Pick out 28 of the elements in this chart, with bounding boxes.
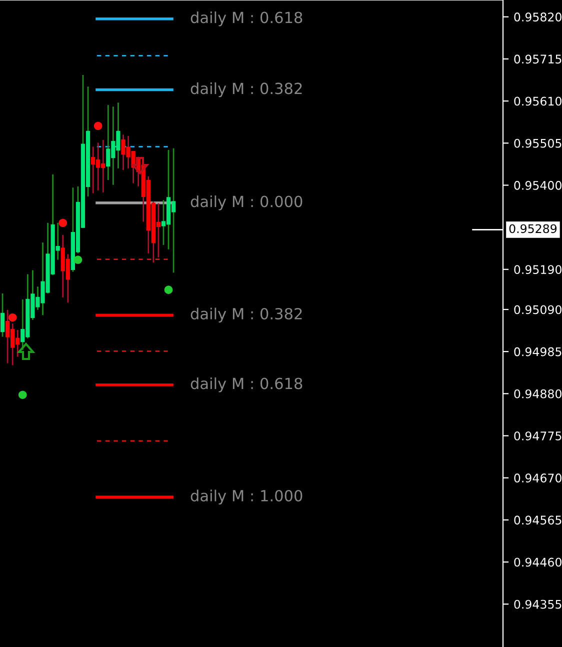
y-tick-label: 0.94985 <box>514 347 562 356</box>
point <box>8 313 17 322</box>
y-tick-label: 0.95715 <box>514 54 562 64</box>
ref-line-label: 0.95289 <box>509 224 557 234</box>
y-tick-label: 0.94565 <box>514 516 562 525</box>
annotation: daily M : 0.618 <box>190 11 302 26</box>
annotation: daily M : 1.000 <box>190 490 302 504</box>
point <box>18 390 27 400</box>
point <box>74 256 82 264</box>
point <box>94 122 102 130</box>
point <box>58 218 68 228</box>
y-tick-label: 0.95190 <box>514 265 562 274</box>
y-tick-label: 0.94355 <box>514 600 562 609</box>
candlestick <box>0 292 5 338</box>
y-tick-label: 0.94460 <box>514 558 562 567</box>
y-tick-label: 0.95610 <box>514 96 562 106</box>
y-tick-label: 0.95090 <box>514 305 562 314</box>
y-tick-label: 0.95505 <box>514 138 562 148</box>
y-tick-label: 0.95820 <box>514 12 562 22</box>
y-tick-label: 0.95400 <box>514 180 562 190</box>
y-tick-label: 0.94670 <box>514 474 562 482</box>
annotation: daily M : 0.382 <box>190 308 302 322</box>
point <box>164 286 173 294</box>
annotation: daily M : 0.382 <box>190 82 302 98</box>
annotation: daily M : 0.618 <box>190 377 302 392</box>
annotation: daily M : 0.000 <box>190 195 302 210</box>
y-tick-label: 0.94775 <box>514 431 562 440</box>
y-tick-label: 0.94880 <box>514 389 562 398</box>
